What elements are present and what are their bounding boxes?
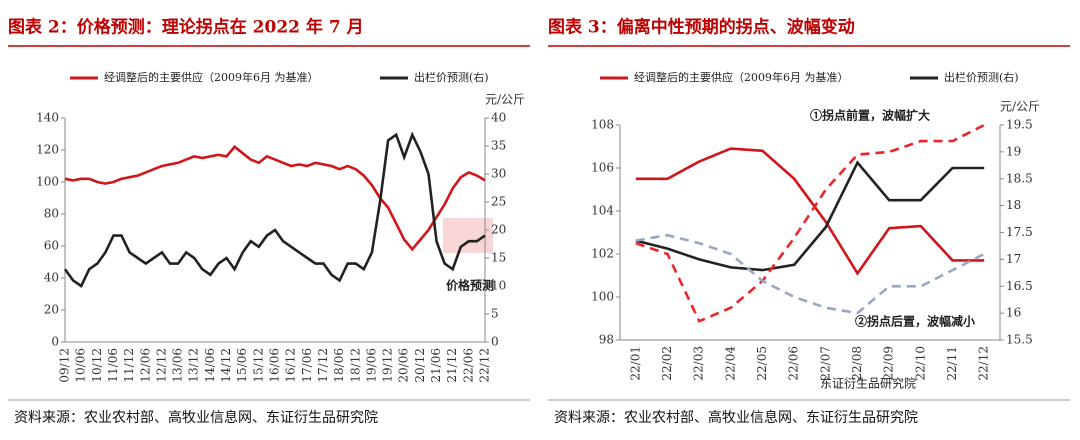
x-tick-label: 22/05 — [755, 346, 769, 381]
y2-tick-label: 40 — [491, 111, 506, 125]
x-tick-label: 10/06 — [74, 348, 88, 383]
y2-tick-label: 19.5 — [1006, 118, 1033, 132]
y-tick-label: 40 — [44, 271, 59, 285]
y-tick-label: 100 — [36, 175, 59, 189]
x-tick-label: 20/12 — [413, 348, 427, 383]
y2-tick-label: 35 — [491, 139, 506, 153]
y2-tick-label: 16.5 — [1006, 279, 1033, 293]
legend-label: 出栏价预测(右) — [944, 70, 1019, 84]
annotation: ①拐点前置，波幅扩大 — [810, 108, 930, 123]
x-tick-label: 18/12 — [348, 348, 362, 383]
series-line — [63, 131, 486, 288]
x-tick-label: 22/03 — [692, 346, 706, 381]
y2-axis-label: 元/公斤 — [485, 93, 525, 107]
x-tick-label: 22/06 — [787, 346, 801, 381]
x-tick-label: 15/12 — [251, 348, 265, 383]
x-tick-label: 22/08 — [850, 346, 864, 381]
legend-label: 经调整后的主要供应（2009年6月 为基准） — [634, 70, 849, 84]
annotation: ②拐点后置，波幅减小 — [855, 314, 975, 329]
y-tick-label: 0 — [51, 335, 59, 349]
x-tick-label: 22/07 — [818, 346, 832, 381]
y2-tick-label: 0 — [491, 335, 499, 349]
y-tick-label: 102 — [591, 247, 614, 261]
x-tick-label: 11/12 — [122, 348, 136, 383]
legend-label: 经调整后的主要供应（2009年6月 为基准） — [104, 70, 319, 84]
x-tick-label: 16/06 — [268, 348, 282, 383]
y-tick-label: 20 — [44, 303, 59, 317]
x-tick-label: 14/06 — [203, 348, 217, 383]
x-tick-label: 21/12 — [445, 348, 459, 383]
series-line — [635, 147, 985, 276]
y2-tick-label: 19 — [1006, 144, 1021, 158]
x-tick-label: 22/12 — [977, 346, 991, 381]
y-tick-label: 100 — [591, 290, 614, 304]
y2-tick-label: 25 — [491, 195, 506, 209]
y-tick-label: 98 — [599, 333, 614, 347]
x-tick-label: 22/11 — [945, 346, 959, 381]
source: 资料来源：农业农村部、高牧业信息网、东证衍生品研究院 — [554, 409, 918, 426]
y2-tick-label: 15 — [491, 251, 506, 265]
legend-label: 出栏价预测(右) — [414, 70, 489, 84]
x-tick-label: 18/06 — [332, 348, 346, 383]
x-tick-label: 21/06 — [429, 348, 443, 383]
x-tick-label: 22/12 — [478, 348, 492, 383]
x-tick-label: 15/06 — [235, 348, 249, 383]
y2-tick-label: 18.5 — [1006, 171, 1033, 185]
x-tick-label: 17/12 — [316, 348, 330, 383]
y2-tick-label: 5 — [491, 307, 499, 321]
x-tick-label: 14/12 — [219, 348, 233, 383]
y2-axis-label: 元/公斤 — [1000, 100, 1040, 114]
chart-title: 图表 2：价格预测：理论拐点在 2022 年 7 月 — [8, 17, 364, 38]
x-tick-label: 20/06 — [397, 348, 411, 383]
x-tick-label: 12/06 — [138, 348, 152, 383]
x-tick-label: 22/02 — [660, 346, 674, 381]
x-tick-label: 09/12 — [58, 348, 72, 383]
y-tick-label: 80 — [44, 207, 59, 221]
annotation: 价格预测 — [446, 278, 494, 293]
x-tick-label: 19/12 — [381, 348, 395, 383]
x-tick-label: 13/06 — [171, 348, 185, 383]
y-tick-label: 104 — [591, 204, 614, 218]
x-tick-label: 16/12 — [284, 348, 298, 383]
series-line — [635, 160, 985, 272]
y-tick-label: 140 — [36, 111, 59, 125]
y-tick-label: 60 — [44, 239, 59, 253]
y2-tick-label: 30 — [491, 167, 506, 181]
x-tick-label: 10/12 — [90, 348, 104, 383]
y2-tick-label: 17 — [1006, 252, 1021, 266]
y-tick-label: 108 — [591, 118, 614, 132]
x-tick-label: 22/09 — [882, 346, 896, 381]
series-line — [635, 123, 985, 323]
x-tick-label: 22/06 — [461, 348, 475, 383]
x-tick-label: 19/06 — [364, 348, 378, 383]
x-tick-label: 22/10 — [913, 346, 927, 381]
chart-title: 图表 3：偏离中性预期的拐点、波幅变动 — [548, 17, 855, 38]
x-tick-label: 13/12 — [187, 348, 201, 383]
x-tick-label: 22/01 — [628, 346, 642, 381]
series-line — [635, 233, 985, 315]
y2-tick-label: 18 — [1006, 198, 1021, 212]
x-tick-label: 12/12 — [154, 348, 168, 383]
y2-tick-label: 20 — [491, 223, 506, 237]
y2-tick-label: 15.5 — [1006, 333, 1033, 347]
source: 资料来源：农业农村部、高牧业信息网、东证衍生品研究院 — [14, 409, 378, 426]
x-tick-label: 22/04 — [723, 346, 737, 381]
y-tick-label: 120 — [36, 143, 59, 157]
series-line — [64, 144, 486, 252]
y-tick-label: 106 — [591, 161, 614, 175]
watermark: 东证衍生品研究院 — [820, 376, 916, 391]
x-tick-label: 11/06 — [106, 348, 120, 383]
x-tick-label: 17/06 — [300, 348, 314, 383]
y2-tick-label: 16 — [1006, 306, 1021, 320]
y2-tick-label: 17.5 — [1006, 225, 1033, 239]
y2-tick-label: 10 — [491, 279, 506, 293]
